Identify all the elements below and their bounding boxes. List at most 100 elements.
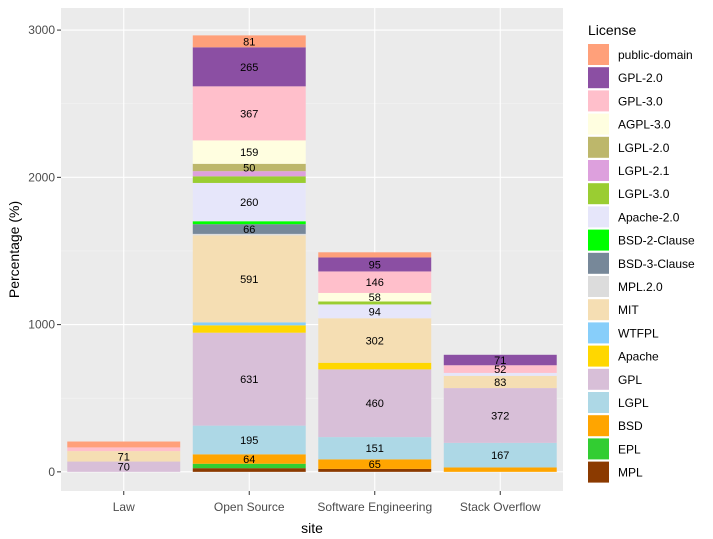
legend-swatch xyxy=(588,345,609,367)
y-tick-label: 3000 xyxy=(28,23,55,37)
x-axis-title: site xyxy=(301,520,323,536)
legend-label: LGPL-2.0 xyxy=(618,141,670,155)
data-label: 159 xyxy=(240,147,258,159)
bar-segment-gpl xyxy=(67,461,181,472)
bar-segment-lgpl-3-0 xyxy=(318,301,432,305)
data-label: 151 xyxy=(366,443,384,455)
x-tick-label: Software Engineering xyxy=(317,500,432,514)
data-label: 66 xyxy=(243,224,255,236)
data-label: 52 xyxy=(494,364,506,376)
bar-segment-gpl xyxy=(192,332,306,426)
bar-segment-gpl-2-0 xyxy=(443,354,557,366)
bar-segment-gpl-3-0 xyxy=(443,365,557,373)
data-label: 50 xyxy=(243,162,255,174)
bar-segment-lgpl xyxy=(318,437,432,460)
legend-label: GPL-2.0 xyxy=(618,71,663,85)
data-label: 83 xyxy=(494,377,506,389)
bar-segment-lgpl-2-1 xyxy=(192,171,306,177)
legend-swatch xyxy=(588,276,609,297)
bar-segment-gpl-3-0 xyxy=(67,447,181,452)
legend-label: LGPL-3.0 xyxy=(618,187,670,201)
x-axis: Law Open Source Software Engineering Stack … xyxy=(113,491,541,514)
bar-segment-bsd xyxy=(443,467,557,472)
data-label: 58 xyxy=(369,292,381,304)
bar-segment-bsd xyxy=(192,454,306,464)
data-label: 302 xyxy=(366,336,384,348)
bar-segment-apache xyxy=(318,362,432,370)
bar-segment-mit xyxy=(318,318,432,363)
bar-segment-mpl-2-0 xyxy=(192,233,306,236)
legend-label: LGPL xyxy=(618,396,649,410)
data-label: 146 xyxy=(366,277,384,289)
data-label: 70 xyxy=(118,462,130,474)
bar-segment-mit xyxy=(67,451,181,462)
legend-label: GPL-3.0 xyxy=(618,94,663,108)
bar-segment-public-domain xyxy=(67,441,181,448)
legend-label: BSD-3-Clause xyxy=(618,257,695,271)
bar-segment-epl xyxy=(192,463,306,469)
bar-segments xyxy=(67,35,557,472)
legend-swatch xyxy=(588,461,609,483)
data-label: 95 xyxy=(369,259,381,271)
bar-segment-lgpl-2-0 xyxy=(192,163,306,172)
data-label: 64 xyxy=(243,454,255,466)
data-label: 81 xyxy=(243,36,255,48)
bar-segment-mit xyxy=(192,235,306,323)
legend-label: MIT xyxy=(618,303,639,317)
legend-swatch xyxy=(588,113,609,135)
bar-segment-agpl-3-0 xyxy=(318,292,432,302)
legend-swatch xyxy=(588,392,609,413)
legend-label: Apache-2.0 xyxy=(618,210,680,224)
legend-label: BSD xyxy=(618,419,643,433)
data-label: 94 xyxy=(369,306,381,318)
data-label: 260 xyxy=(240,197,258,209)
legend-label: MPL xyxy=(618,466,643,480)
y-tick-label: 0 xyxy=(48,465,55,479)
legend-swatch xyxy=(588,252,609,274)
bar-segment-gpl-2-0 xyxy=(318,257,432,272)
bar-segment-lgpl-3-0 xyxy=(192,176,306,183)
legend-swatch xyxy=(588,229,609,251)
data-label: 265 xyxy=(240,62,258,74)
y-tick-label: 2000 xyxy=(28,170,55,184)
legend-swatch xyxy=(588,67,609,89)
bar-segment-mpl xyxy=(318,468,432,472)
x-tick-label: Open Source xyxy=(214,500,285,514)
data-label: 167 xyxy=(491,450,509,462)
bar-segment-bsd xyxy=(318,459,432,469)
data-label: 372 xyxy=(491,410,509,422)
x-tick-label: Stack Overflow xyxy=(460,500,541,514)
bar-segment-gpl xyxy=(443,388,557,443)
bar-segment-apache xyxy=(192,325,306,333)
data-label: 631 xyxy=(240,374,258,386)
legend-swatch xyxy=(588,90,609,112)
bar-segment-lgpl xyxy=(443,442,557,468)
legend-label: Apache xyxy=(618,350,659,364)
bar-segment-wtfpl xyxy=(192,322,306,326)
y-tick-label: 1000 xyxy=(28,318,55,332)
bar-segment-mpl xyxy=(192,468,306,472)
bar-segment-bsd-2-clause xyxy=(192,221,306,225)
legend-label: public-domain xyxy=(618,48,693,62)
bar-segment-apache-2-0 xyxy=(192,182,306,222)
bar-segment-apache-2-0 xyxy=(443,372,557,376)
data-label: 71 xyxy=(118,451,130,463)
legend-swatch xyxy=(588,136,609,158)
legend-title: License xyxy=(588,22,636,38)
legend-label: MPL.2.0 xyxy=(618,280,663,294)
legend-swatch xyxy=(588,415,609,437)
legend-swatch xyxy=(588,183,609,205)
data-label: 71 xyxy=(494,355,506,367)
legend-swatch xyxy=(588,160,609,181)
bar-segment-mit xyxy=(443,375,557,389)
bar-segment-gpl-3-0 xyxy=(318,271,432,293)
legend-label: GPL xyxy=(618,373,642,387)
bar-segment-gpl-2-0 xyxy=(192,47,306,87)
bar-segment-public-domain xyxy=(192,35,306,48)
legend-swatch xyxy=(588,206,609,228)
legend-swatch xyxy=(588,368,609,390)
bar-segment-gpl-3-0 xyxy=(192,86,306,141)
legend: License public-domain GPL-2.0 GPL-3.0 AGPL-… xyxy=(588,22,695,483)
